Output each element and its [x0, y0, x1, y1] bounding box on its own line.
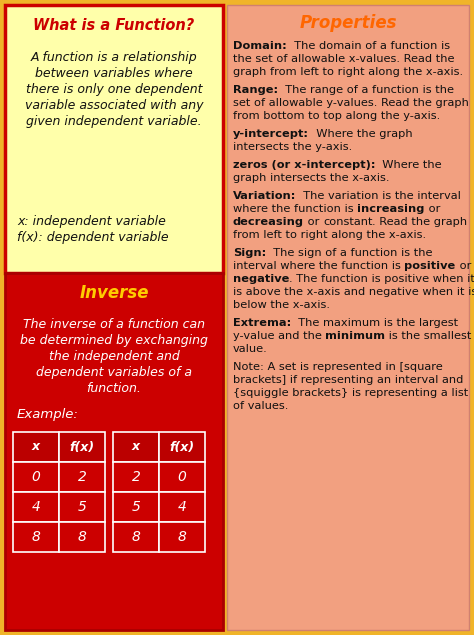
- Bar: [13, 462, 59, 492]
- Text: graph from left to right along the x-axis.: graph from left to right along the x-axi…: [233, 67, 463, 77]
- Bar: [113, 462, 159, 492]
- Text: the independent and: the independent and: [49, 350, 179, 363]
- Bar: [13, 522, 59, 552]
- Text: there is only one dependent: there is only one dependent: [26, 83, 202, 96]
- Text: given independent variable.: given independent variable.: [26, 115, 202, 128]
- Text: x: independent variable: x: independent variable: [17, 215, 166, 228]
- Text: 0: 0: [32, 470, 40, 484]
- Bar: [13, 492, 59, 522]
- Text: The sign of a function is the: The sign of a function is the: [266, 248, 433, 258]
- Text: is above the x-axis and negative when it is: is above the x-axis and negative when it…: [233, 287, 474, 297]
- Text: A function is a relationship: A function is a relationship: [31, 51, 197, 64]
- Bar: [113, 522, 159, 552]
- Text: y-value and the: y-value and the: [233, 331, 326, 341]
- Text: 8: 8: [178, 530, 186, 544]
- Bar: [13, 432, 59, 462]
- Text: be determined by exchanging: be determined by exchanging: [20, 334, 208, 347]
- Text: Sign:: Sign:: [233, 248, 266, 258]
- Text: Domain:: Domain:: [233, 41, 287, 51]
- Text: Variation:: Variation:: [233, 191, 296, 201]
- Bar: [59, 522, 105, 552]
- Text: y-intercept:: y-intercept:: [233, 129, 309, 139]
- Text: or: or: [304, 217, 323, 227]
- Text: negative: negative: [233, 274, 289, 284]
- Bar: [113, 492, 159, 522]
- Text: The inverse of a function can: The inverse of a function can: [23, 318, 205, 331]
- Text: below the x-axis.: below the x-axis.: [233, 300, 330, 310]
- Text: 8: 8: [78, 530, 86, 544]
- Text: 8: 8: [132, 530, 140, 544]
- Text: minimum: minimum: [326, 331, 385, 341]
- Text: The range of a function is the: The range of a function is the: [278, 85, 454, 95]
- Bar: [5, 5, 223, 273]
- Bar: [59, 432, 105, 462]
- Text: f(x): dependent variable: f(x): dependent variable: [17, 231, 169, 244]
- Text: variable associated with any: variable associated with any: [25, 99, 203, 112]
- Text: . Read the graph: . Read the graph: [373, 217, 468, 227]
- Text: is the smallest y-: is the smallest y-: [385, 331, 474, 341]
- Bar: [159, 432, 205, 462]
- Text: 0: 0: [178, 470, 186, 484]
- Bar: [59, 492, 105, 522]
- Text: or: or: [456, 261, 471, 271]
- Text: . The function is positive when it: . The function is positive when it: [289, 274, 474, 284]
- Bar: [159, 462, 205, 492]
- Text: between variables where: between variables where: [35, 67, 193, 80]
- Bar: [5, 273, 223, 630]
- Text: f(x): f(x): [69, 441, 94, 453]
- Text: 4: 4: [32, 500, 40, 514]
- Text: 2: 2: [78, 470, 86, 484]
- Text: Range:: Range:: [233, 85, 278, 95]
- Text: zeros (or x-intercept):: zeros (or x-intercept):: [233, 160, 375, 170]
- Text: intersects the y-axis.: intersects the y-axis.: [233, 142, 352, 152]
- Text: The variation is the interval: The variation is the interval: [296, 191, 461, 201]
- Text: Where the graph: Where the graph: [309, 129, 413, 139]
- Text: set of allowable y-values. Read the graph: set of allowable y-values. Read the grap…: [233, 98, 469, 108]
- Text: brackets] if representing an interval and: brackets] if representing an interval an…: [233, 375, 464, 385]
- Bar: [113, 432, 159, 462]
- Text: function.: function.: [87, 382, 141, 395]
- Text: 5: 5: [132, 500, 140, 514]
- Text: Example:: Example:: [17, 408, 79, 421]
- Text: The domain of a function is: The domain of a function is: [287, 41, 450, 51]
- Text: increasing: increasing: [357, 204, 425, 214]
- Bar: [159, 492, 205, 522]
- Text: Note: A set is represented in [square: Note: A set is represented in [square: [233, 362, 443, 372]
- Text: positive: positive: [404, 261, 456, 271]
- Text: from bottom to top along the y-axis.: from bottom to top along the y-axis.: [233, 111, 440, 121]
- Bar: [227, 5, 469, 630]
- Text: value.: value.: [233, 344, 268, 354]
- Text: from left to right along the x-axis.: from left to right along the x-axis.: [233, 230, 426, 240]
- Text: 2: 2: [132, 470, 140, 484]
- Text: graph intersects the x-axis.: graph intersects the x-axis.: [233, 173, 390, 183]
- Text: x: x: [32, 441, 40, 453]
- Text: f(x): f(x): [169, 441, 194, 453]
- Text: decreasing: decreasing: [233, 217, 304, 227]
- Text: 4: 4: [178, 500, 186, 514]
- Text: {squiggle brackets} is representing a list: {squiggle brackets} is representing a li…: [233, 388, 468, 398]
- Bar: [159, 522, 205, 552]
- Text: or: or: [425, 204, 440, 214]
- Text: x: x: [132, 441, 140, 453]
- Text: interval where the function is: interval where the function is: [233, 261, 404, 271]
- Text: Where the: Where the: [375, 160, 442, 170]
- Text: 8: 8: [32, 530, 40, 544]
- Text: The maximum is the largest: The maximum is the largest: [291, 318, 458, 328]
- Text: dependent variables of a: dependent variables of a: [36, 366, 192, 379]
- Text: of values.: of values.: [233, 401, 288, 411]
- Text: the set of allowable x-values. Read the: the set of allowable x-values. Read the: [233, 54, 455, 64]
- Bar: [59, 462, 105, 492]
- Text: Extrema:: Extrema:: [233, 318, 291, 328]
- Text: Inverse: Inverse: [79, 284, 149, 302]
- Text: 5: 5: [78, 500, 86, 514]
- Text: where the function is: where the function is: [233, 204, 357, 214]
- Text: Properties: Properties: [299, 14, 397, 32]
- Text: What is a Function?: What is a Function?: [33, 18, 195, 32]
- Text: constant: constant: [323, 217, 373, 227]
